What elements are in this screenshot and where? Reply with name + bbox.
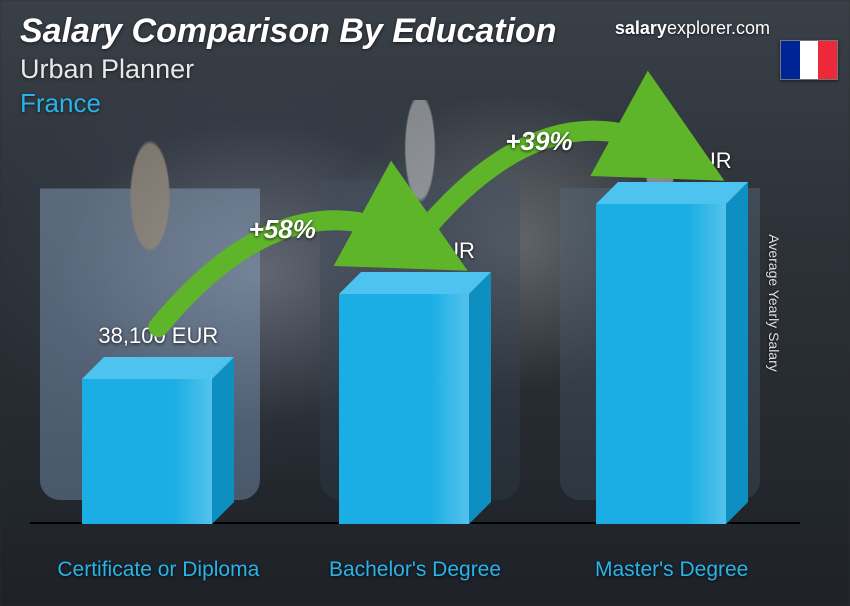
flag-stripe-1 — [781, 41, 800, 79]
chart-country: France — [20, 88, 101, 119]
brand-bold: salary — [615, 18, 667, 38]
chart-content: Salary Comparison By Education Urban Pla… — [0, 0, 850, 606]
increase-arcs — [30, 130, 800, 588]
flag-icon — [780, 40, 838, 80]
chart-subtitle: Urban Planner — [20, 54, 194, 85]
brand-watermark: salaryexplorer.com — [615, 18, 770, 39]
chart-title: Salary Comparison By Education — [20, 12, 557, 51]
bar-chart: 38,100 EURCertificate or Diploma60,300 E… — [30, 130, 800, 588]
increase-pct-badge: +58% — [249, 214, 316, 245]
increase-pct-badge: +39% — [505, 126, 572, 157]
flag-stripe-3 — [818, 41, 837, 79]
flag-stripe-2 — [800, 41, 819, 79]
brand-rest: explorer.com — [667, 18, 770, 38]
